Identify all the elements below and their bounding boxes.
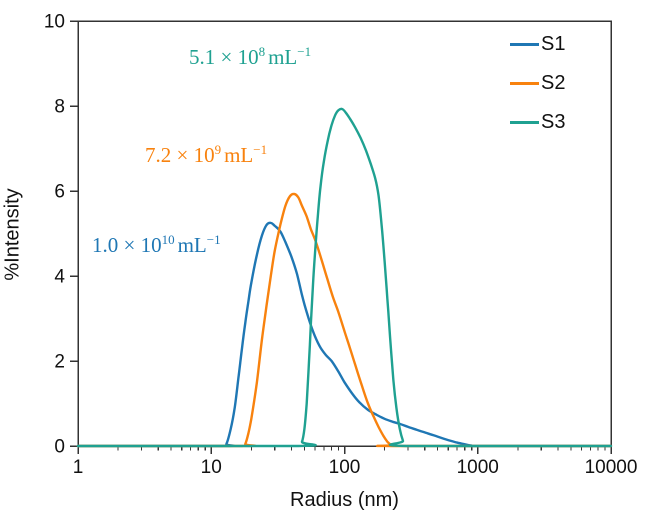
annotation-exponent: 10 (161, 232, 175, 247)
x-tick-label: 100 (329, 457, 361, 478)
legend-item-s2: S2 (510, 64, 565, 103)
legend: S1 S2 S3 (510, 25, 565, 142)
annotation-exponent: 9 (214, 142, 222, 157)
annotation-exponent: 8 (258, 44, 266, 59)
legend-line-swatch-s3 (510, 121, 539, 124)
y-axis-title: %Intensity (1, 188, 24, 281)
y-tick-label: 2 (54, 352, 65, 373)
legend-line-swatch-s1 (510, 43, 539, 46)
annotation-unit-exponent: −1 (253, 142, 268, 157)
annotation-prefix: 5.1 × 10 (189, 45, 259, 69)
annotation-s1-concentration: 1.0 × 1010 mL−1 (92, 233, 221, 257)
y-tick-label: 0 (54, 437, 65, 458)
annotation-unit-exponent: −1 (206, 232, 221, 247)
legend-label-s2: S2 (541, 72, 566, 94)
annotation-s3-concentration: 5.1 × 108 mL−1 (189, 45, 311, 69)
annotation-prefix: 7.2 × 10 (145, 143, 215, 167)
annotation-s2-concentration: 7.2 × 109 mL−1 (145, 143, 267, 167)
annotation-unit: mL (177, 233, 207, 257)
series-line-s1 (76, 221, 613, 448)
y-tick-label: 10 (44, 12, 65, 33)
annotation-prefix: 1.0 × 10 (92, 233, 162, 257)
annotation-unit: mL (224, 143, 254, 167)
annotation-unit: mL (268, 45, 298, 69)
x-tick-label: 10000 (585, 457, 638, 478)
annotation-unit-exponent: −1 (297, 44, 312, 59)
x-tick-label: 1000 (457, 457, 499, 478)
y-tick-label: 4 (54, 267, 65, 288)
legend-line-swatch-s2 (510, 82, 539, 85)
legend-label-s1: S1 (541, 33, 566, 55)
x-tick-label: 10 (201, 457, 222, 478)
legend-item-s3: S3 (510, 103, 565, 142)
legend-item-s1: S1 (510, 25, 565, 64)
series-line-s2 (76, 192, 613, 448)
y-tick-label: 6 (54, 182, 65, 203)
x-tick-label: 1 (73, 457, 84, 478)
y-tick-label: 8 (54, 97, 65, 118)
x-axis-title: Radius (nm) (290, 489, 399, 511)
series-line-s3 (76, 107, 613, 448)
legend-label-s3: S3 (541, 111, 566, 133)
